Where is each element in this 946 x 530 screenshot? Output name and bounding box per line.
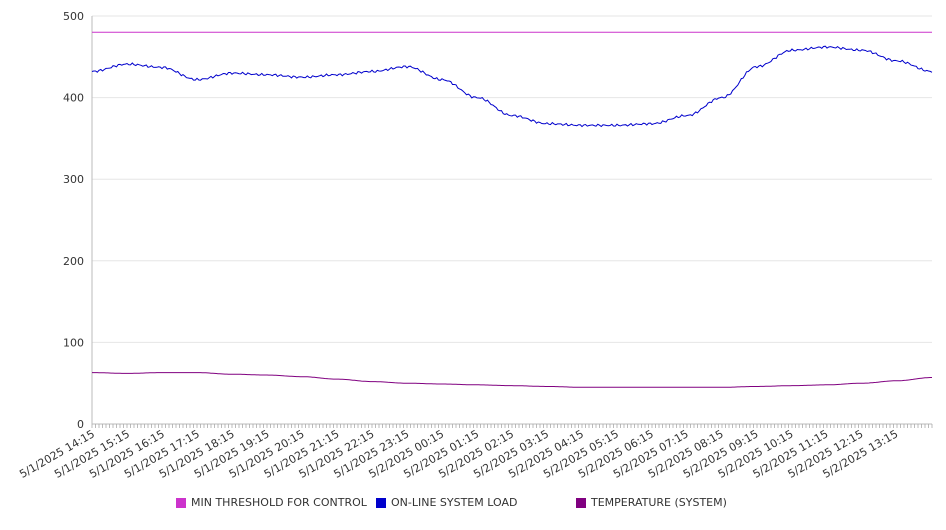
legend-item-online-system-load[interactable]: ON-LINE SYSTEM LOAD [376, 496, 517, 509]
y-tick-labels: 0 100 200 300 400 500 [63, 10, 84, 431]
gridlines [92, 15, 932, 343]
series-line-online-system-load [91, 45, 933, 128]
legend-label: ON-LINE SYSTEM LOAD [391, 496, 518, 509]
y-tick-label: 300 [63, 173, 84, 186]
legend-item-temperature[interactable]: TEMPERATURE (SYSTEM) [576, 496, 727, 509]
legend-swatch [176, 497, 186, 508]
legend-swatch [376, 497, 386, 508]
legend-label: MIN THRESHOLD FOR CONTROL [191, 496, 367, 509]
y-tick-label: 200 [63, 255, 84, 268]
y-tick-label: 500 [63, 10, 84, 23]
x-tick-labels: 5/1/2025 14:155/1/2025 15:155/1/2025 16:… [17, 427, 900, 481]
legend: MIN THRESHOLD FOR CONTROL ON-LINE SYSTEM … [0, 496, 946, 518]
y-tick-label: 100 [63, 336, 84, 349]
axes [91, 16, 933, 428]
legend-swatch [576, 497, 586, 508]
series-lines [91, 31, 933, 388]
y-tick-label: 400 [63, 92, 84, 105]
series-line-temperature [92, 372, 932, 388]
legend-label: TEMPERATURE (SYSTEM) [591, 496, 727, 509]
legend-item-min-threshold[interactable]: MIN THRESHOLD FOR CONTROL [176, 496, 367, 509]
y-tick-label: 0 [77, 418, 84, 431]
